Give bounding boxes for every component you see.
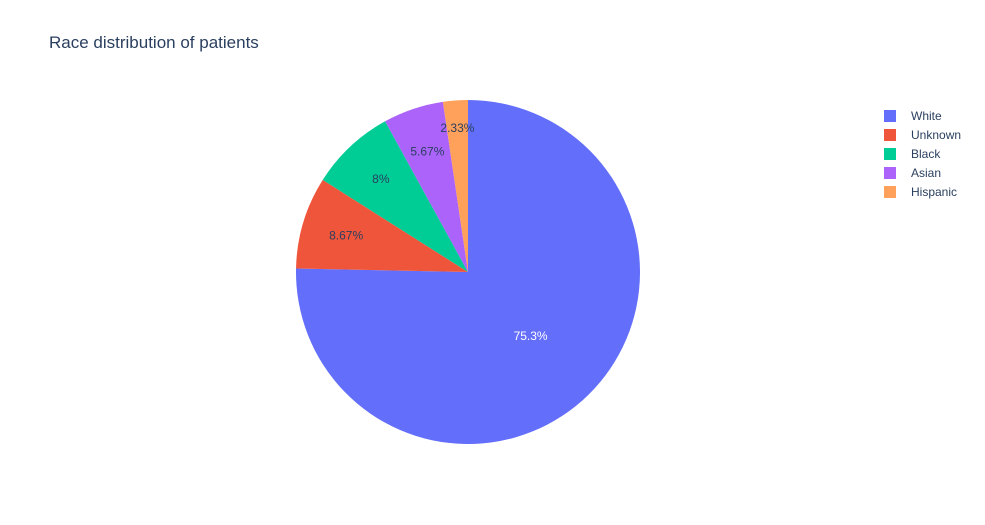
- legend-swatch-black: [884, 147, 896, 160]
- legend-label-white: White: [911, 108, 942, 123]
- slice-label-asian: 5.67%: [410, 144, 444, 158]
- legend-item-unknown[interactable]: Unknown: [884, 125, 961, 144]
- legend-swatch-white: [884, 109, 896, 122]
- legend-label-hispanic: Hispanic: [911, 184, 958, 199]
- legend-label-black: Black: [911, 146, 941, 161]
- slice-label-unknown: 8.67%: [329, 228, 363, 242]
- pie-slice-unknown[interactable]: [296, 179, 468, 272]
- pie-slice-asian[interactable]: [385, 101, 468, 272]
- legend-swatch-unknown: [884, 128, 896, 141]
- slice-label-hispanic: 2.33%: [440, 121, 474, 135]
- slice-label-white: 75.3%: [514, 329, 548, 343]
- legend-item-hispanic[interactable]: Hispanic: [884, 182, 961, 201]
- slice-label-black: 8%: [372, 172, 390, 186]
- legend-item-black[interactable]: Black: [884, 144, 961, 163]
- legend-item-asian[interactable]: Asian: [884, 163, 961, 182]
- legend-item-white[interactable]: White: [884, 106, 961, 125]
- legend-label-unknown: Unknown: [911, 127, 962, 142]
- legend[interactable]: White Unknown Black Asian Hispanic: [884, 106, 961, 201]
- pie-slice-hispanic[interactable]: [442, 100, 468, 272]
- legend-swatch-asian: [884, 166, 896, 179]
- legend-label-asian: Asian: [911, 165, 942, 180]
- chart-title: Race distribution of patients: [49, 33, 259, 52]
- pie-slice-black[interactable]: [322, 121, 468, 272]
- legend-swatch-hispanic: [884, 185, 896, 198]
